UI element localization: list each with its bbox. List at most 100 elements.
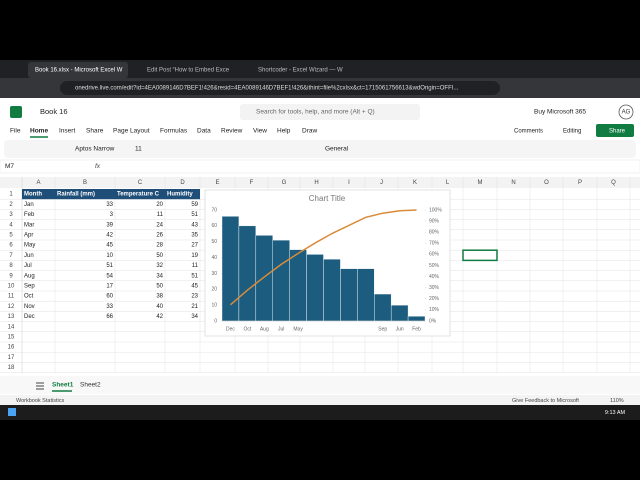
column-header: N	[511, 180, 515, 186]
menu-item[interactable]: Data	[197, 128, 211, 135]
table-cell: Mar	[24, 222, 34, 228]
status-bar	[0, 395, 640, 405]
y2-tick-label: 80%	[429, 230, 440, 236]
table-cell: 42	[106, 232, 113, 238]
menu-item[interactable]: File	[10, 128, 21, 135]
table-cell: 34	[156, 273, 163, 279]
table-cell: 23	[191, 294, 198, 300]
action-button[interactable]: Share	[609, 129, 626, 135]
y2-tick-label: 100%	[429, 207, 442, 213]
column-header: K	[413, 180, 417, 186]
start-button[interactable]	[8, 408, 16, 416]
table-cell: Jun	[24, 253, 34, 259]
menu-item[interactable]: Home	[30, 128, 48, 135]
table-cell: 51	[106, 263, 113, 269]
browser-tab[interactable]: Shortcoder - Excel Wizard — W	[258, 68, 343, 74]
menu-item[interactable]: Page Layout	[113, 128, 150, 135]
y2-tick-label: 70%	[429, 241, 440, 247]
table-cell: Dec	[24, 314, 35, 320]
table-cell: May	[24, 243, 35, 249]
table-cell: 32	[156, 263, 163, 269]
column-header: G	[282, 180, 287, 186]
action-button[interactable]: Editing	[563, 129, 581, 135]
menu-item[interactable]: Draw	[302, 128, 317, 135]
table-cell: 26	[156, 232, 163, 238]
row-header: 4	[9, 222, 13, 228]
menu-item[interactable]: Share	[86, 128, 104, 135]
column-header: F	[250, 180, 254, 186]
bar	[306, 254, 324, 322]
row-header: 6	[9, 243, 13, 249]
sheet-tab[interactable]: Sheet2	[80, 382, 101, 389]
browser-tab[interactable]: Book 16.xlsx - Microsoft Excel W	[35, 68, 123, 74]
y-tick-label: 10	[211, 302, 217, 308]
sheet-tab[interactable]: Sheet1	[52, 382, 74, 389]
row-header: 9	[9, 273, 13, 279]
excel-logo	[10, 106, 22, 118]
column-header: C	[138, 180, 143, 186]
share-button[interactable]	[596, 124, 634, 137]
x-tick-label: Jun	[396, 326, 404, 332]
y-tick-label: 60	[211, 223, 217, 229]
fx-label: fx	[95, 163, 101, 170]
menu-item[interactable]: Insert	[59, 128, 75, 135]
table-cell: 59	[191, 202, 198, 208]
x-tick-label: Aug	[260, 326, 269, 332]
menu-item[interactable]: Help	[277, 128, 291, 135]
menu-item[interactable]: View	[253, 128, 267, 135]
table-cell: 45	[191, 283, 198, 289]
table-cell: 39	[106, 222, 113, 228]
y2-tick-label: 60%	[429, 252, 440, 258]
file-name: Book 16	[40, 107, 68, 116]
x-tick-label: Sep	[378, 326, 387, 332]
row-header: 3	[9, 212, 13, 218]
ribbon	[4, 140, 636, 158]
font-size[interactable]: 11	[135, 146, 142, 153]
column-header: A	[36, 180, 40, 186]
feedback-link[interactable]: Give Feedback to Microsoft	[512, 398, 579, 404]
avatar-text: AG	[622, 110, 631, 116]
bar	[407, 316, 426, 322]
menu-item[interactable]: Review	[221, 128, 243, 135]
font-name[interactable]: Aptos Narrow	[75, 146, 115, 153]
bar	[255, 235, 273, 322]
buy-button[interactable]: Buy Microsoft 365	[534, 109, 586, 116]
table-cell: 10	[106, 253, 113, 259]
name-box[interactable]: M7	[5, 163, 14, 170]
active-tab[interactable]	[28, 62, 128, 78]
url-field[interactable]	[60, 81, 500, 95]
table-header-fill	[22, 189, 200, 200]
x-tick-label: Feb	[412, 326, 421, 332]
row-header: 7	[9, 253, 13, 259]
table-cell: Nov	[24, 304, 35, 310]
avatar[interactable]	[618, 104, 634, 120]
row-header: 11	[8, 294, 15, 300]
selected-cell[interactable]	[462, 249, 498, 262]
sheet-tab-bar	[0, 376, 640, 394]
column-header: D	[180, 180, 185, 186]
y-tick-label: 50	[211, 239, 217, 245]
browser-tab[interactable]: Edit Post “How to Embed Exce	[147, 68, 230, 74]
column-header: B	[83, 180, 87, 186]
column-header: J	[380, 180, 383, 186]
row-header: 18	[8, 365, 15, 371]
bar	[323, 258, 341, 322]
row-header: 16	[8, 345, 15, 351]
table-cell: 33	[106, 304, 113, 310]
column-header: P	[578, 180, 582, 186]
number-format[interactable]: General	[325, 146, 349, 153]
row-header: 8	[9, 263, 13, 269]
table-cell: Jul	[24, 263, 32, 269]
table-cell: Apr	[24, 232, 33, 238]
action-button[interactable]: Comments	[514, 129, 543, 135]
status-left: Workbook Statistics	[16, 398, 64, 404]
bar	[390, 304, 409, 322]
bar	[374, 293, 392, 322]
row-header: 17	[8, 355, 15, 361]
table-header: Rainfall (mm)	[57, 192, 95, 198]
menu-item[interactable]: Formulas	[160, 128, 188, 135]
bar	[238, 225, 257, 322]
search-box[interactable]	[240, 104, 420, 120]
row-header: 15	[8, 334, 15, 340]
